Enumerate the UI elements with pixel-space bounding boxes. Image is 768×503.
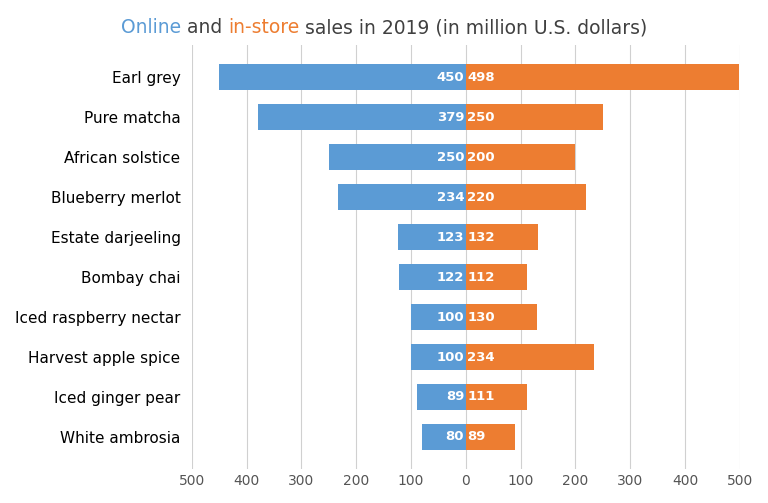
Text: 450: 450 — [436, 71, 464, 84]
Bar — [338, 184, 466, 210]
Bar — [417, 384, 466, 410]
Text: 122: 122 — [437, 271, 464, 284]
Bar — [466, 184, 587, 210]
Bar — [258, 105, 466, 130]
Text: 111: 111 — [468, 390, 495, 403]
Text: 112: 112 — [468, 271, 495, 284]
Bar — [219, 64, 466, 91]
Text: 498: 498 — [468, 71, 495, 84]
Text: in-store: in-store — [228, 18, 300, 37]
Text: 80: 80 — [445, 431, 464, 443]
Text: 379: 379 — [437, 111, 464, 124]
Bar — [399, 264, 466, 290]
Text: 234: 234 — [468, 351, 495, 364]
Text: 220: 220 — [468, 191, 495, 204]
Text: and: and — [180, 18, 228, 37]
Text: 100: 100 — [436, 310, 464, 323]
Text: 250: 250 — [468, 111, 495, 124]
Bar — [466, 64, 739, 91]
Text: 200: 200 — [468, 151, 495, 164]
Bar — [466, 344, 594, 370]
Bar — [411, 344, 466, 370]
Text: 132: 132 — [468, 231, 495, 243]
Text: 130: 130 — [468, 310, 495, 323]
Text: sales in 2019 (in million U.S. dollars): sales in 2019 (in million U.S. dollars) — [300, 18, 647, 37]
Bar — [466, 424, 515, 450]
Bar — [466, 224, 538, 250]
Text: Online: Online — [121, 18, 180, 37]
Bar — [466, 304, 537, 330]
Bar — [422, 424, 466, 450]
Bar — [411, 304, 466, 330]
Bar — [466, 105, 603, 130]
Text: 89: 89 — [468, 431, 486, 443]
Bar — [466, 264, 527, 290]
Bar — [399, 224, 466, 250]
Text: 250: 250 — [437, 151, 464, 164]
Bar — [466, 384, 527, 410]
Text: 123: 123 — [437, 231, 464, 243]
Bar — [329, 144, 466, 171]
Text: 234: 234 — [436, 191, 464, 204]
Bar — [466, 144, 575, 171]
Text: 89: 89 — [445, 390, 464, 403]
Text: 100: 100 — [436, 351, 464, 364]
